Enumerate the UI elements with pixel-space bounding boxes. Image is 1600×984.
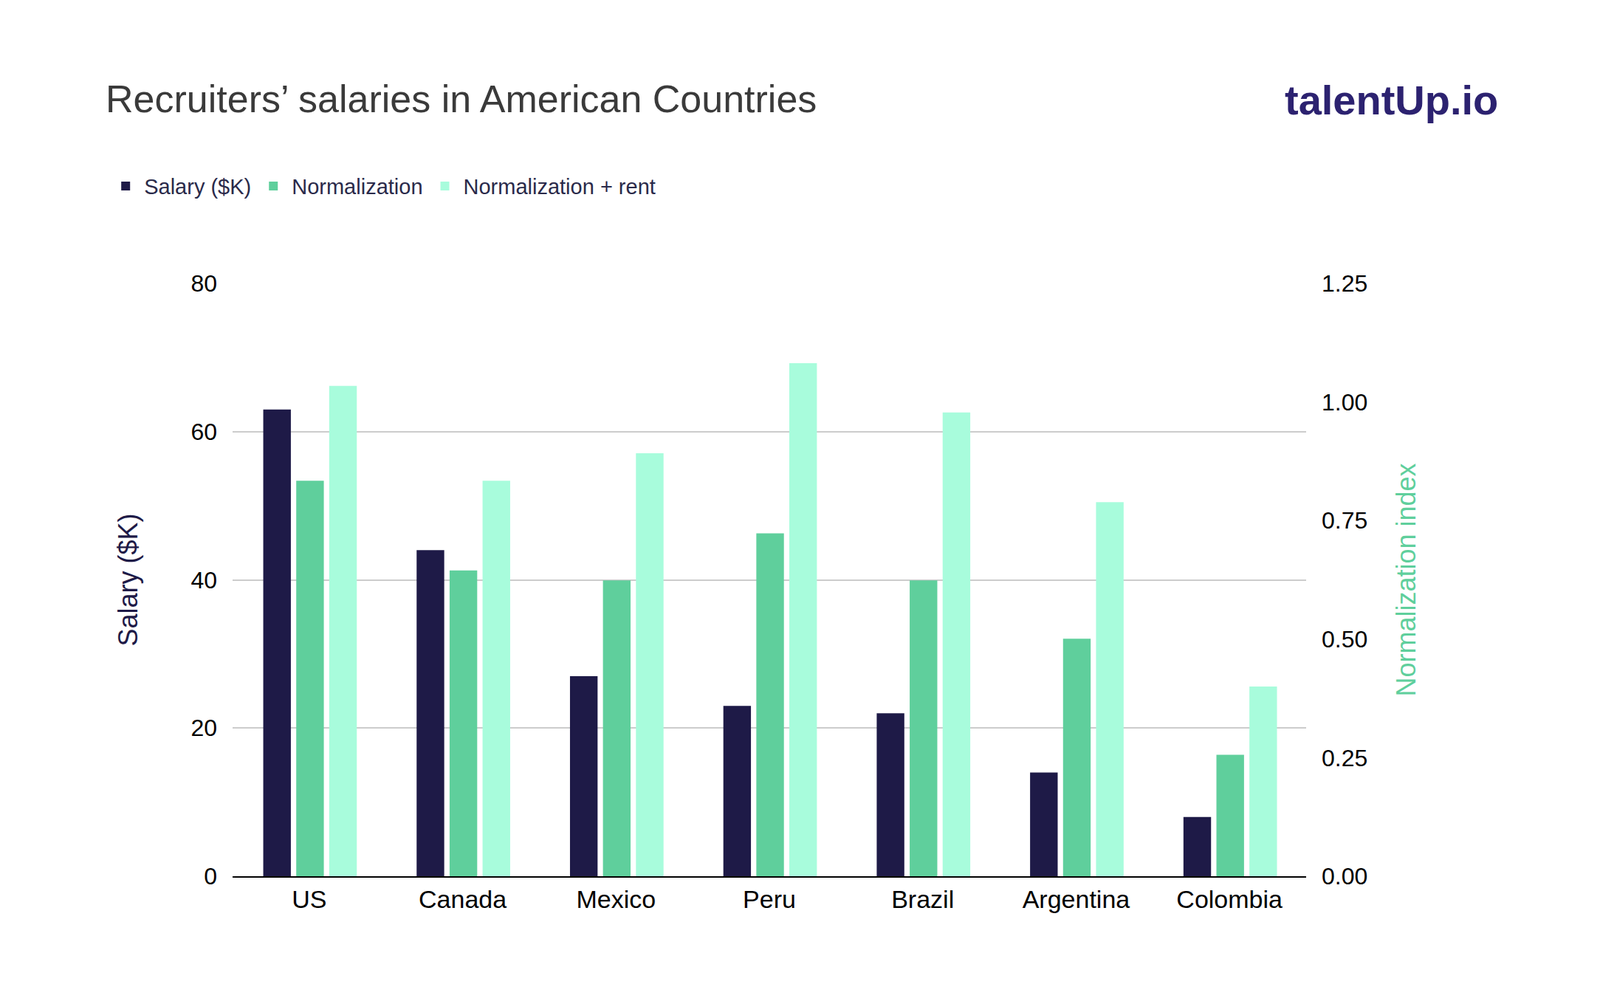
svg-text:talentUp.io: talentUp.io [1284, 76, 1499, 124]
svg-text:Salary ($K): Salary ($K) [143, 174, 252, 199]
svg-text:Recruiters’ salaries in Americ: Recruiters’ salaries in American Countri… [105, 77, 817, 121]
svg-text:0.75: 0.75 [1321, 507, 1368, 534]
svg-text:60: 60 [190, 418, 218, 446]
svg-text:Mexico: Mexico [575, 885, 656, 914]
svg-text:Argentina: Argentina [1022, 885, 1131, 914]
svg-text:80: 80 [190, 270, 218, 297]
svg-text:1.00: 1.00 [1321, 389, 1368, 416]
svg-text:0.00: 0.00 [1321, 863, 1368, 890]
svg-text:Canada: Canada [418, 885, 507, 914]
svg-text:US: US [291, 885, 327, 914]
svg-text:1.25: 1.25 [1321, 270, 1368, 297]
svg-text:Brazil: Brazil [891, 885, 954, 914]
svg-text:20: 20 [190, 714, 218, 742]
svg-text:Colombia: Colombia [1176, 885, 1283, 914]
svg-text:Normalization: Normalization [291, 174, 423, 199]
svg-text:40: 40 [190, 567, 218, 594]
svg-text:0: 0 [203, 863, 218, 890]
svg-text:0.25: 0.25 [1321, 744, 1368, 772]
svg-text:0.50: 0.50 [1321, 626, 1368, 653]
svg-text:Peru: Peru [742, 885, 796, 914]
svg-text:Salary ($K): Salary ($K) [112, 513, 144, 647]
svg-text:Normalization index: Normalization index [1391, 462, 1422, 697]
svg-text:Normalization + rent: Normalization + rent [463, 174, 656, 199]
